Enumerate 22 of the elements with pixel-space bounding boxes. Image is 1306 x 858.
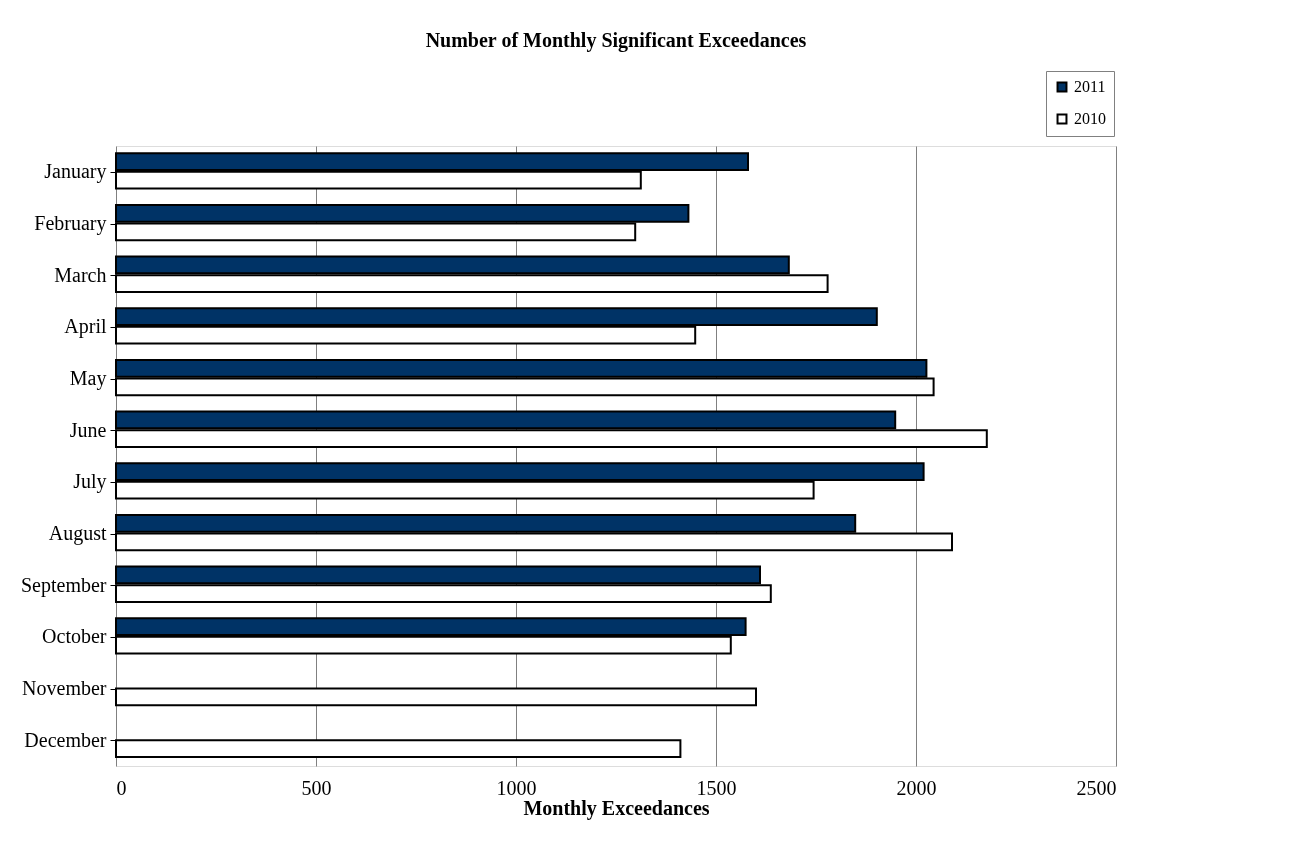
y-tick-label: March	[54, 263, 107, 286]
y-tick-label: December	[24, 728, 107, 751]
x-tick-label: 1000	[496, 776, 537, 799]
y-tick-label: May	[69, 367, 107, 390]
x-tick-label: 1500	[696, 776, 737, 799]
x-tick-label: 2500	[1076, 776, 1117, 799]
y-tick-label: October	[42, 625, 107, 648]
y-tick-label: July	[73, 470, 107, 494]
y-tick-label: June	[69, 418, 107, 441]
x-tick-label: 0	[116, 776, 127, 799]
legend-label: 2010	[1074, 110, 1106, 127]
y-tick-label: April	[64, 315, 107, 339]
chart-title: Number of Monthly Significant Exceedances	[425, 28, 807, 52]
y-tick-label: November	[22, 677, 107, 699]
y-tick-label: August	[48, 522, 107, 545]
x-axis-title: Monthly Exceedances	[523, 796, 710, 820]
x-tick-label: 500	[301, 776, 332, 799]
y-tick-label: January	[44, 160, 107, 184]
legend-label: 2011	[1074, 78, 1106, 95]
y-tick-label: September	[20, 573, 107, 597]
x-tick-label: 2000	[896, 776, 937, 799]
y-tick-label: February	[34, 212, 107, 235]
